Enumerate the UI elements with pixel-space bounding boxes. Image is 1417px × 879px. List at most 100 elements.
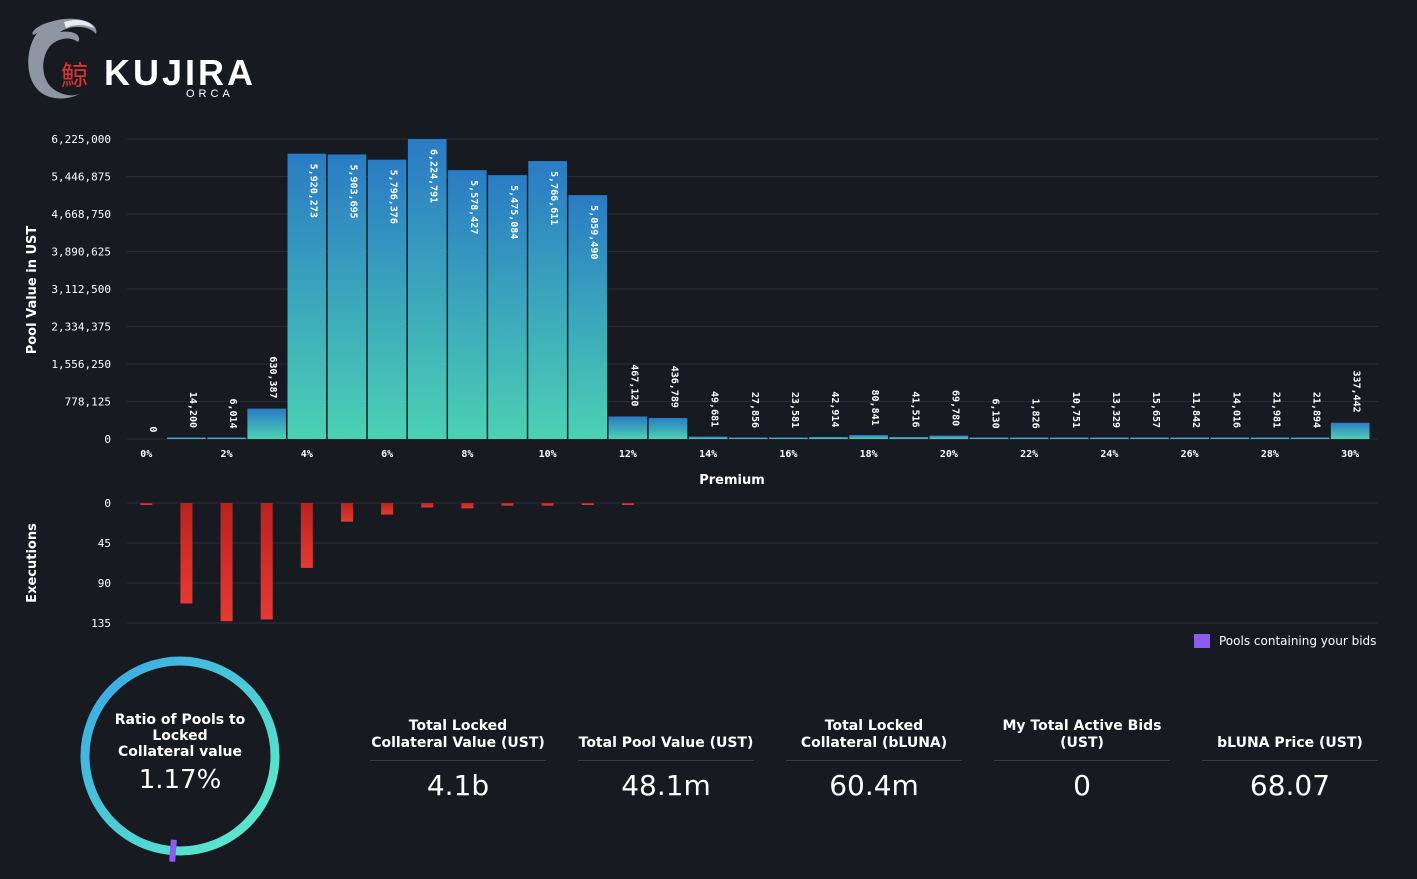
execution-bar[interactable] [501, 503, 514, 506]
pool-bar[interactable] [809, 436, 848, 439]
pool-bar[interactable] [448, 170, 487, 439]
execution-bar[interactable] [140, 503, 153, 505]
bar-value-label: 41,516 [909, 391, 920, 427]
bar-value-label: 0 [147, 426, 158, 432]
pool-bar[interactable] [1210, 437, 1250, 440]
y-tick-label: 4,668,750 [51, 208, 111, 221]
pool-bar[interactable] [207, 437, 246, 440]
pool-bar[interactable] [1250, 437, 1290, 440]
execution-bar[interactable] [300, 503, 313, 568]
pool-bar[interactable] [1090, 437, 1129, 440]
x-tick-label: 4% [301, 449, 313, 460]
bar-value-label: 337,442 [1351, 371, 1362, 413]
pool-bar[interactable] [728, 437, 768, 440]
exec-y-tick-label: 135 [91, 617, 111, 630]
kujira-orca-logo: 鯨 KUJIRA ORCA [20, 16, 253, 106]
bar-value-label: 6,014 [227, 399, 238, 429]
pool-bar[interactable] [407, 139, 447, 439]
stat-label: Total Locked Collateral (bLUNA) [786, 710, 962, 761]
pool-bar[interactable] [1009, 437, 1049, 440]
pool-bar[interactable] [167, 437, 206, 440]
execution-bar[interactable] [381, 503, 394, 515]
bar-value-label: 1,826 [1030, 399, 1041, 429]
stat-label: bLUNA Price (UST) [1202, 710, 1378, 761]
bar-value-label: 49,681 [709, 391, 720, 427]
pool-bar[interactable] [1290, 437, 1330, 440]
pool-bar[interactable] [1170, 437, 1209, 440]
execution-bar[interactable] [260, 503, 273, 620]
execution-bar[interactable] [421, 503, 434, 508]
x-tick-label: 0% [140, 449, 152, 460]
pool-bar[interactable] [648, 417, 688, 439]
executions-bars [140, 503, 634, 622]
y-axis-title: Pool Value in UST [25, 226, 40, 355]
bar-value-label: 69,780 [949, 390, 960, 426]
stat-value: 0 [1073, 769, 1091, 802]
pool-x-axis: 0% 2% 4% 6% 8% 10% 12% 14% 16% 18% 20% 22% 24% 26% 28%… [140, 449, 1359, 460]
pool-bar[interactable] [608, 416, 648, 439]
pool-bar[interactable] [568, 195, 608, 439]
execution-bar[interactable] [621, 503, 634, 505]
bar-value-label: 6,224,791 [428, 149, 439, 203]
brand-subtitle: ORCA [186, 88, 234, 100]
stat-label: My Total Active Bids (UST) [994, 710, 1170, 761]
pool-bar[interactable] [367, 159, 407, 439]
chart-legend[interactable]: Pools containing your bids [1194, 632, 1376, 650]
bar-value-label: 5,766,611 [548, 171, 559, 225]
pool-bar[interactable] [929, 435, 969, 439]
execution-bar[interactable] [220, 503, 233, 622]
ratio-value: 1.17% [138, 765, 222, 795]
bar-value-label: 23,581 [789, 392, 800, 428]
pool-bar[interactable] [1130, 437, 1169, 440]
pool-bar[interactable] [1049, 437, 1089, 440]
pool-bar[interactable] [1330, 422, 1370, 439]
bar-value-label: 5,920,273 [307, 164, 318, 218]
stat-total-locked-collateral-bluna: Total Locked Collateral (bLUNA) 60.4m [786, 710, 962, 802]
execution-bar[interactable] [180, 503, 193, 604]
bar-value-label: 5,475,084 [508, 185, 519, 239]
pool-chart-area: 0 778,125 1,556,250 2,334,375 3,112,500 3,890… [25, 133, 1378, 630]
bar-value-label: 5,796,376 [388, 170, 399, 224]
pool-bar[interactable] [287, 153, 327, 439]
x-tick-label: 20% [940, 449, 958, 460]
x-tick-label: 8% [461, 449, 473, 460]
stat-label: Total Pool Value (UST) [578, 710, 754, 761]
execution-bar[interactable] [461, 503, 474, 509]
x-tick-label: 18% [860, 449, 878, 460]
ratio-gauge [80, 656, 280, 862]
pool-bar[interactable] [849, 435, 888, 439]
pool-bar[interactable] [488, 175, 527, 439]
executions-y-axis: 0 45 90 135 [91, 497, 111, 630]
stats-row: Total Locked Collateral Value (UST) 4.1b… [370, 710, 1378, 830]
kanji-mark: 鯨 [61, 61, 88, 92]
y-tick-label: 3,112,500 [51, 283, 111, 296]
bar-value-label: 42,914 [829, 391, 840, 427]
bar-value-label: 5,903,695 [347, 164, 358, 218]
pool-bar[interactable] [327, 154, 367, 440]
stat-value: 68.07 [1249, 769, 1331, 802]
brand-name: KUJIRA [104, 52, 257, 93]
pool-bar[interactable] [688, 436, 728, 439]
pool-y-axis: 0 778,125 1,556,250 2,334,375 3,112,500 3,890… [51, 133, 111, 446]
x-tick-label: 30% [1341, 449, 1359, 460]
execution-bar[interactable] [340, 503, 353, 522]
execution-bar[interactable] [541, 503, 554, 506]
pool-bar[interactable] [889, 436, 929, 439]
pool-bar[interactable] [769, 437, 808, 440]
y-tick-label: 0 [104, 433, 111, 446]
bar-value-label: 15,657 [1150, 392, 1161, 428]
exec-y-tick-label: 45 [98, 537, 111, 550]
pool-bar[interactable] [247, 408, 287, 439]
pool-bar[interactable] [969, 437, 1009, 440]
pool-bar[interactable] [528, 161, 567, 439]
stat-total-locked-collateral-value: Total Locked Collateral Value (UST) 4.1b [370, 710, 546, 802]
execution-bar[interactable] [581, 503, 594, 505]
legend-swatch [1194, 634, 1210, 648]
x-tick-label: 24% [1100, 449, 1118, 460]
exec-y-tick-label: 0 [104, 497, 111, 510]
bar-value-label: 5,059,490 [588, 205, 599, 259]
exec-y-tick-label: 90 [98, 577, 111, 590]
x-tick-label: 16% [779, 449, 797, 460]
bar-value-label: 11,842 [1190, 392, 1201, 428]
executions-axis-title: Executions [25, 523, 40, 603]
